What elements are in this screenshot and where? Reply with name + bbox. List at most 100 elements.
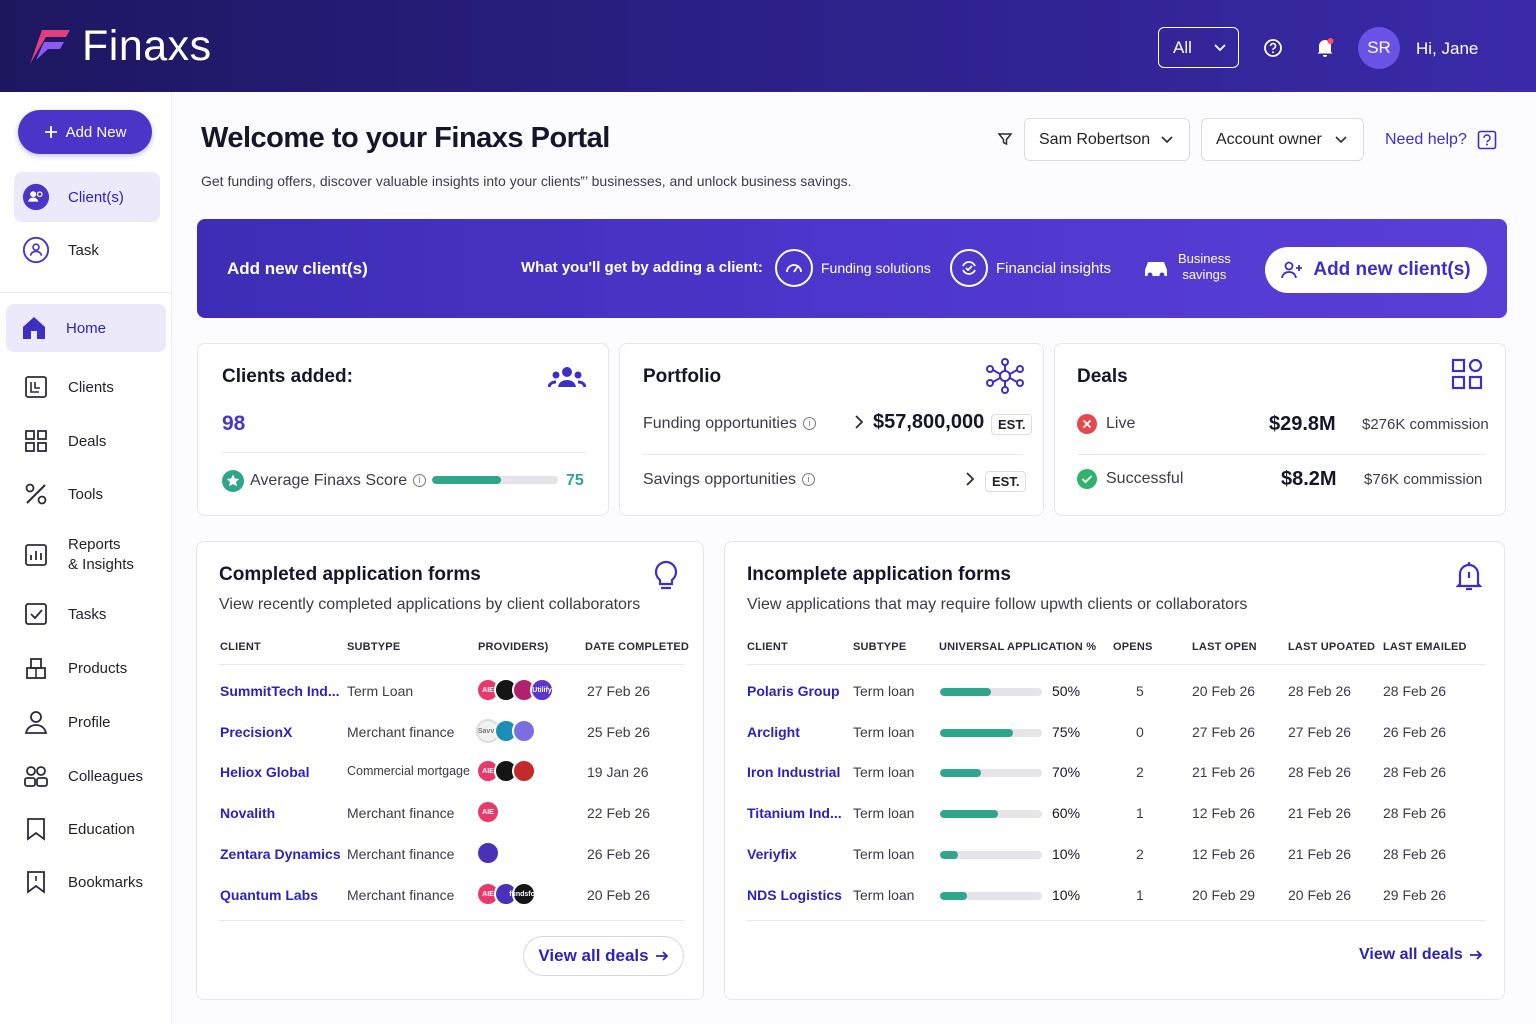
help-circle-icon[interactable] <box>1263 38 1283 58</box>
info-icon[interactable]: i <box>801 473 815 487</box>
column-header: LAST OPEN <box>1192 641 1257 653</box>
last-emailed-cell: 28 Feb 26 <box>1383 846 1447 862</box>
sidebar-item-colleagues[interactable]: Colleagues <box>22 762 143 790</box>
sidebar-item-home[interactable]: Home <box>6 304 166 352</box>
chevron-right-icon[interactable] <box>854 414 864 430</box>
column-header: DATE COMPLETED <box>585 641 690 653</box>
sidebar-item-bookmarks[interactable]: Bookmarks <box>22 868 143 896</box>
deals-icon <box>22 427 50 455</box>
insights-cycle-icon <box>950 249 988 287</box>
subtype-cell: Term loan <box>853 724 915 740</box>
view-all-deals-label: View all deals <box>1359 946 1463 963</box>
application-progress-fill <box>940 810 999 818</box>
last-emailed-cell: 28 Feb 26 <box>1383 764 1447 780</box>
owner-filter-dropdown[interactable]: Sam Robertson <box>1024 118 1190 161</box>
client-switch-icon <box>22 183 50 211</box>
application-progress-bar <box>940 688 1042 696</box>
provider-logo-icon <box>512 719 536 743</box>
client-link[interactable]: Zentara Dynamics <box>220 846 341 862</box>
divider <box>1077 454 1485 455</box>
card-subtitle: View applications that may require follo… <box>747 596 1248 613</box>
est-badge: EST. <box>991 414 1033 435</box>
client-link[interactable]: SummitTech Ind... <box>220 683 340 699</box>
view-all-deals-button[interactable]: View all deals <box>523 936 684 976</box>
client-link[interactable]: Polaris Group <box>747 683 840 699</box>
sidebar-item-tools[interactable]: Tools <box>22 480 103 508</box>
sidebar-item-task-switch[interactable]: Task <box>22 236 99 264</box>
page-subtitle: Get funding offers, discover valuable in… <box>201 173 852 189</box>
feature-label: Business <box>1178 251 1231 266</box>
add-new-client-button[interactable]: Add new client(s) <box>1265 247 1487 293</box>
chevron-right-icon[interactable] <box>965 471 975 487</box>
scope-select[interactable]: All <box>1158 27 1239 68</box>
page-title: Welcome to your Finaxs Portal <box>201 122 610 154</box>
live-commission: $276K commission <box>1362 416 1489 433</box>
subtype-cell: Term Loan <box>347 683 414 699</box>
feature-label-2: savings <box>1182 267 1227 282</box>
card-subtitle: View recently completed applications by … <box>219 596 641 613</box>
info-icon[interactable]: i <box>413 474 427 488</box>
last-updated-cell: 28 Feb 26 <box>1288 764 1352 780</box>
last-emailed-cell: 29 Feb 26 <box>1383 887 1447 903</box>
user-avatar[interactable]: SR <box>1358 27 1400 69</box>
sidebar-item-clients-switch[interactable]: Client(s) <box>14 172 160 222</box>
sidebar-item-label: Task <box>68 241 99 259</box>
provider-logo-icon: AIE <box>476 800 500 824</box>
sidebar-item-reports[interactable]: Reports & Insights <box>22 535 134 575</box>
logo-mark-icon <box>30 30 70 64</box>
tasks-icon <box>22 600 50 628</box>
clients-count: 98 <box>222 412 246 435</box>
info-icon[interactable]: i <box>802 417 816 431</box>
chevron-down-icon <box>1161 135 1173 143</box>
client-link[interactable]: Titanium Ind... <box>747 805 842 821</box>
client-link[interactable]: Veriyfix <box>747 846 797 862</box>
notification-bell-icon[interactable] <box>1314 36 1336 58</box>
live-label: Live <box>1106 415 1136 432</box>
add-new-button[interactable]: Add New <box>18 110 152 154</box>
role-filter-dropdown[interactable]: Account owner <box>1201 118 1364 161</box>
sidebar-item-label: Home <box>66 319 107 337</box>
providers-stack: AIE <box>476 759 536 783</box>
add-new-client-label: Add new client(s) <box>1313 259 1471 280</box>
finaxs-logo[interactable]: Finaxs <box>22 20 212 72</box>
sidebar-item-tasks[interactable]: Tasks <box>22 600 106 628</box>
sidebar-item-label: Client(s) <box>68 188 124 206</box>
card-title: Completed application forms <box>219 564 481 585</box>
column-header: OPENS <box>1113 641 1153 653</box>
scope-select-value: All <box>1173 37 1192 57</box>
sidebar-item-deals[interactable]: Deals <box>22 427 106 455</box>
percent-cell: 10% <box>1052 846 1081 862</box>
client-link[interactable]: Arclight <box>747 724 800 740</box>
percent-cell: 10% <box>1052 887 1081 903</box>
view-all-deals-link[interactable]: View all deals <box>1359 946 1483 964</box>
last-updated-cell: 21 Feb 26 <box>1288 846 1352 862</box>
sidebar-item-label: Deals <box>68 432 107 450</box>
table-header-divider <box>219 664 684 665</box>
sidebar-item-clients[interactable]: Clients <box>22 373 114 401</box>
success-commission: $76K commission <box>1364 471 1483 488</box>
client-link[interactable]: PrecisionX <box>220 724 293 740</box>
table-footer-divider <box>219 920 684 921</box>
need-help-link[interactable]: Need help? <box>1385 130 1497 150</box>
last-open-cell: 20 Feb 26 <box>1192 683 1256 699</box>
providers-stack: Savvy <box>476 719 536 743</box>
client-link[interactable]: NDS Logistics <box>747 887 842 903</box>
percent-cell: 60% <box>1052 805 1081 821</box>
subtype-cell: Term loan <box>853 683 915 699</box>
feature-savings: Business savings <box>1142 251 1231 283</box>
sidebar-item-profile[interactable]: Profile <box>22 708 111 736</box>
sidebar-item-education[interactable]: Education <box>22 815 135 843</box>
sidebar-item-products[interactable]: Products <box>22 654 127 682</box>
opens-cell: 1 <box>1136 887 1144 903</box>
subtype-cell: Term loan <box>853 887 915 903</box>
client-link[interactable]: Quantum Labs <box>220 887 319 903</box>
sidebar-item-label: Education <box>68 820 135 838</box>
application-progress-fill <box>940 892 967 900</box>
application-progress-fill <box>940 729 1014 737</box>
client-link[interactable]: Iron Industrial <box>747 764 841 780</box>
filter-icon[interactable] <box>997 131 1013 147</box>
client-link[interactable]: Heliox Global <box>220 764 310 780</box>
need-help-label: Need help? <box>1385 131 1467 148</box>
client-link[interactable]: Novalith <box>220 805 276 821</box>
education-icon <box>22 815 50 843</box>
